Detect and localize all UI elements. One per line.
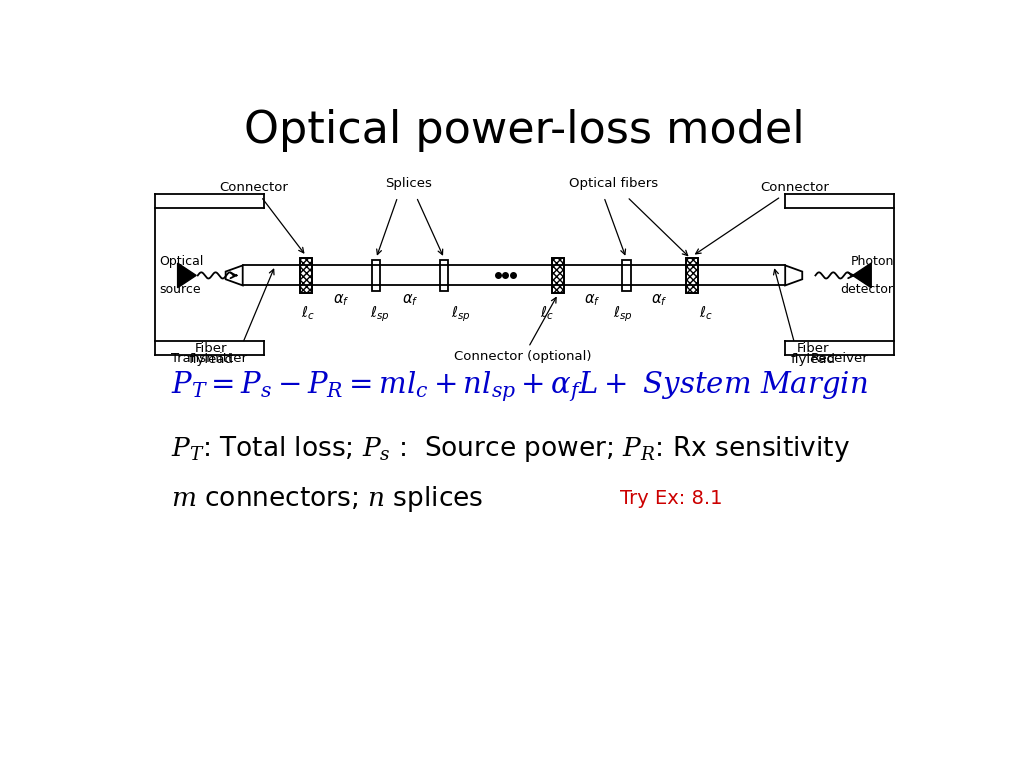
- Bar: [372, 260, 380, 291]
- Text: $\alpha_f$: $\alpha_f$: [401, 293, 419, 308]
- Text: flylead: flylead: [188, 353, 233, 366]
- Bar: [552, 258, 564, 293]
- Bar: [552, 258, 564, 293]
- Text: $\ell_c$: $\ell_c$: [699, 305, 713, 323]
- Text: $\ell_{sp}$: $\ell_{sp}$: [612, 305, 632, 324]
- Text: $P_T$: Total loss; $P_s$ :  Source power; $P_R$: Rx sensitivity: $P_T$: Total loss; $P_s$ : Source power;…: [171, 434, 850, 464]
- Text: Optical fibers: Optical fibers: [568, 177, 657, 190]
- Text: Receiver: Receiver: [811, 353, 868, 366]
- Bar: [300, 258, 312, 293]
- Text: Fiber: Fiber: [797, 343, 829, 356]
- Bar: [440, 260, 449, 291]
- Polygon shape: [177, 263, 197, 288]
- Text: Connector: Connector: [219, 180, 304, 253]
- Text: $\alpha_f$: $\alpha_f$: [584, 293, 600, 308]
- Text: $\ell_{sp}$: $\ell_{sp}$: [452, 305, 471, 324]
- Text: detector: detector: [841, 283, 894, 296]
- Text: $m$ connectors; $n$ splices: $m$ connectors; $n$ splices: [171, 484, 483, 514]
- Polygon shape: [785, 266, 802, 286]
- Text: Try Ex: 8.1: Try Ex: 8.1: [621, 489, 723, 508]
- Text: $\ell_c$: $\ell_c$: [301, 305, 314, 323]
- Polygon shape: [225, 266, 243, 286]
- Text: Splices: Splices: [385, 177, 432, 190]
- Text: source: source: [159, 283, 201, 296]
- Text: $\ell_{sp}$: $\ell_{sp}$: [370, 305, 390, 324]
- Bar: [300, 258, 312, 293]
- Text: Optical power-loss model: Optical power-loss model: [245, 109, 805, 152]
- Text: Transmitter: Transmitter: [171, 353, 248, 366]
- Text: Optical: Optical: [159, 255, 204, 268]
- Polygon shape: [853, 263, 871, 288]
- Text: $\alpha_f$: $\alpha_f$: [333, 293, 349, 308]
- Text: $\ell_c$: $\ell_c$: [540, 305, 553, 323]
- Text: flylead: flylead: [791, 353, 836, 366]
- Text: $\alpha_f$: $\alpha_f$: [651, 293, 668, 308]
- Text: Photon: Photon: [850, 255, 894, 268]
- Bar: [622, 260, 631, 291]
- Text: Fiber: Fiber: [195, 343, 227, 356]
- Text: Connector (optional): Connector (optional): [455, 297, 592, 363]
- Text: $P_T = P_s - P_R = ml_c + nl_{sp} + \alpha_f L + $ $\it{System\ Margin}$: $P_T = P_s - P_R = ml_c + nl_{sp} + \alp…: [171, 369, 867, 405]
- Text: Connector: Connector: [695, 180, 829, 254]
- Bar: [686, 258, 698, 293]
- Bar: [686, 258, 698, 293]
